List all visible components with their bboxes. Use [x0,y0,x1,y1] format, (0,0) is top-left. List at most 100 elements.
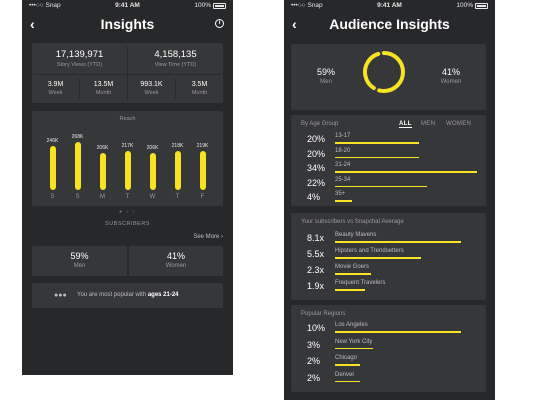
reach-bar-value-label: 206K [146,144,159,151]
ring-men-arc [363,51,405,93]
gender-ring-chart [363,51,406,93]
row-label: Movie Goers [335,264,370,270]
battery-icon [475,2,488,9]
row-label: 13-17 [335,133,351,139]
reach-day-label: S [75,194,80,200]
nav-bar: ‹ Audience Insights [284,13,495,37]
gender-ring [361,49,407,95]
status-bar: •••○○ Snap 9:41 AM 100% [284,0,495,12]
row-label: Hipsters and Trendsetters [335,248,404,254]
row-value: 8.1x [307,233,325,243]
row-label: 18-20 [335,147,351,154]
reach-bar [49,145,56,190]
row-bar [335,241,461,243]
reach-bar [124,150,131,190]
page-indicator[interactable]: ● ○ ○ [119,209,136,215]
ring-women-arc [363,51,406,93]
row-label: Frequent Travelers [335,280,386,286]
reach-bar [99,152,106,190]
row-bar [335,364,361,366]
reach-day-label: F [200,194,205,200]
view-time-stat: 4,158,135 View Time (YTD) [128,43,223,73]
reach-bar [174,150,181,190]
reach-bar-value-label: 268K [71,133,84,140]
divider [175,78,176,99]
clock: 9:41 AM [115,2,140,9]
row-label: New York City [335,338,373,345]
row-bar [335,273,371,275]
reach-day-label: T [175,194,180,200]
nav-bar: ‹ Insights i [22,13,233,37]
men-label: Men [320,79,332,85]
row-label: 35+ [335,191,346,197]
vs-average-card: Your subscribers vs Snapchat Average 8.1… [291,213,486,300]
reach-bar-value-label: 246K [46,137,59,144]
row-bar [335,331,461,333]
row-value: 22% [307,177,326,188]
people-icon: ●●● [54,292,67,299]
stat-label: Month [95,90,112,96]
see-more-link[interactable]: See More › [193,234,223,240]
row-value: 5.5x [307,249,325,259]
story-views-label: Story Views (YTD) [56,62,103,68]
most-popular-text: You are most popular with ages 21-24 [77,292,179,298]
page-title: Insights [100,16,155,32]
reach-bar-value-label: 206K [96,144,109,151]
row-bar [335,156,419,158]
row-value: 2% [307,356,321,366]
reach-bar [149,152,156,190]
audience-insights-screen: •••○○ Snap 9:41 AM 100% ‹ Audience Insig… [284,0,495,400]
insights-screen: •••○○ Snap 9:41 AM 100% ‹ Insights i 17,… [22,0,233,375]
men-stat: 59% Men [301,67,351,85]
reach-bar-value-label: 217K [121,142,134,149]
status-bar: •••○○ Snap 9:41 AM 100% [22,0,233,12]
reach-bar-value-label: 219K [196,142,209,149]
women-stat: 41% Women [426,67,476,85]
stat-value: 993.1K [140,81,163,88]
row-bar [335,347,373,349]
row-label: 21-24 [335,162,351,168]
popular-regions-card: Popular Regions 10% Los Angeles 3% New York… [291,305,486,392]
women-label: Women [165,263,187,269]
view-time-value: 4,158,135 [154,49,197,60]
reach-bar [74,141,81,190]
women-value: 41% [441,67,460,77]
filter-men[interactable]: MEN [421,121,436,127]
back-chevron-left-icon[interactable]: ‹ [30,16,35,32]
stat-label: Week [48,90,63,96]
men-value: 59% [70,251,89,261]
reach-day-label: M [100,194,105,200]
battery-indicator: 100% [456,2,488,9]
men-label: Men [73,263,86,269]
row-bar [335,200,352,202]
battery-label: 100% [456,2,473,9]
row-label: Los Angeles [335,322,368,328]
filter-all[interactable]: ALL [399,121,412,128]
row-bar [335,289,365,291]
back-chevron-left-icon[interactable]: ‹ [292,16,297,32]
divider [79,78,80,99]
men-stat: 59% Men [32,246,127,276]
age-group-heading: By Age Group [301,121,339,127]
reach-chart-card[interactable]: Reach 246K S 268K S 206K M 217K T 206K W 218K T 219K… [32,111,223,206]
age-group-card: By Age Group ALL MEN WOMEN 20% 13-17 20% 18… [291,115,486,206]
most-popular-ages: ages 21-24 [147,292,179,298]
filter-women[interactable]: WOMEN [446,121,472,127]
most-popular-prefix: You are most popular with [77,292,147,298]
battery-icon [213,2,226,9]
view-time-label: View Time (YTD) [154,62,197,68]
row-bar [335,171,477,173]
story-views-value: 17,139,971 [55,49,104,60]
story-views-month: 13.5M Month [80,77,127,101]
row-value: 20% [307,134,326,144]
stat-value: 13.5M [93,81,114,88]
view-time-week: 993.1K Week [128,77,175,101]
reach-chart-title: Reach [119,116,136,122]
reach-day-label: W [149,194,156,200]
carrier-label: •••○○ Snap [29,2,61,9]
stat-value: 3.5M [191,81,208,88]
row-value: 2.3x [307,265,325,275]
info-icon[interactable]: i [215,19,224,28]
women-stat: 41% Women [129,246,223,276]
women-label: Women [440,79,462,85]
